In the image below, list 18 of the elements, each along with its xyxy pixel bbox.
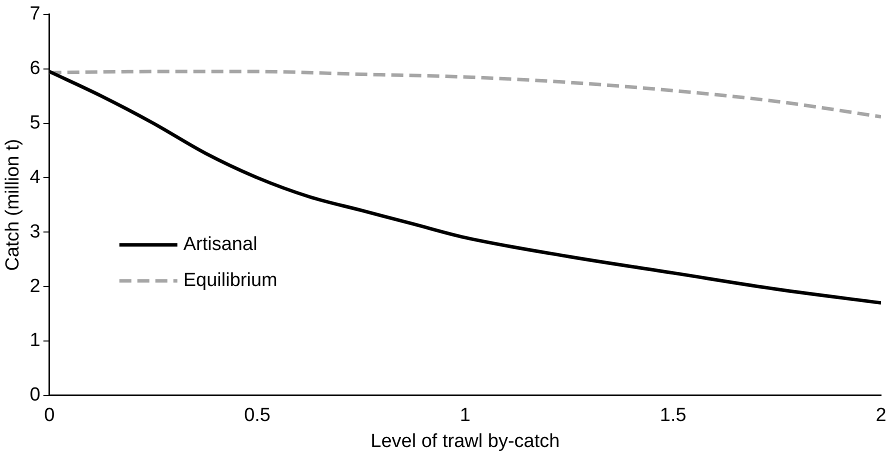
y-axis-title: Catch (million t) — [2, 138, 24, 271]
y-tick-label: 6 — [30, 58, 40, 80]
x-axis-title: Level of trawl by-catch — [370, 430, 560, 452]
x-tick-label: 1 — [460, 405, 470, 426]
y-tick-label: 3 — [30, 221, 40, 242]
y-tick-label: 4 — [30, 166, 41, 188]
legend-label: Artisanal — [183, 234, 258, 256]
y-tick-label: 1 — [30, 330, 40, 352]
y-tick-label: 5 — [30, 112, 40, 134]
y-tick-label: 2 — [30, 276, 40, 297]
x-tick-label: 0 — [44, 405, 55, 426]
x-tick-label: 1.5 — [660, 405, 686, 426]
y-tick-label: 7 — [30, 4, 40, 25]
x-tick-label: 2 — [876, 405, 886, 426]
y-tick-label: 0 — [30, 384, 40, 406]
line-series — [49, 70, 881, 118]
x-tick-label: 0.5 — [244, 405, 270, 426]
legend-label: Equilibrium — [183, 270, 278, 292]
